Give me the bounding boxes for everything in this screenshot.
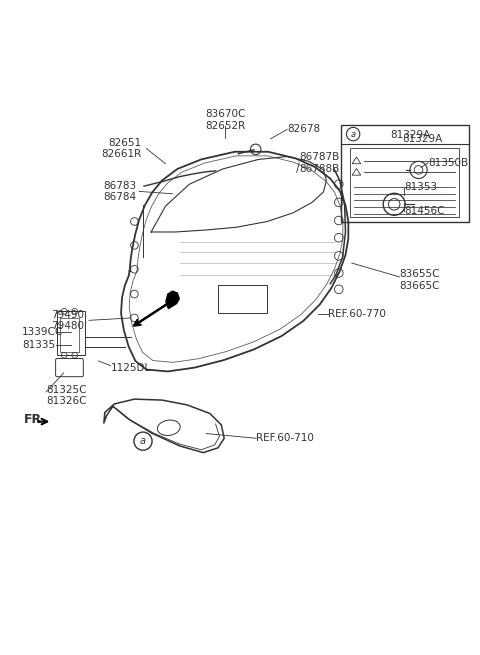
Text: 1125DL: 1125DL bbox=[110, 363, 151, 373]
Text: 86787B
86788B: 86787B 86788B bbox=[299, 152, 339, 174]
Text: 83670C
82652R: 83670C 82652R bbox=[205, 109, 245, 130]
Text: a: a bbox=[140, 436, 146, 446]
Text: 81329A: 81329A bbox=[390, 130, 430, 140]
Text: 81329A: 81329A bbox=[402, 134, 442, 144]
Text: 82651
82661R: 82651 82661R bbox=[101, 138, 142, 159]
Text: 79490
79480: 79490 79480 bbox=[51, 310, 84, 331]
Text: 81350B: 81350B bbox=[428, 158, 468, 168]
Text: REF.60-770: REF.60-770 bbox=[328, 309, 386, 319]
Text: 81456C: 81456C bbox=[404, 206, 445, 215]
Text: REF.60-710: REF.60-710 bbox=[256, 434, 314, 443]
Text: 83655C
83665C: 83655C 83665C bbox=[399, 269, 440, 291]
Bar bbox=[60, 318, 79, 352]
Bar bbox=[350, 149, 459, 217]
Text: 81353: 81353 bbox=[404, 181, 437, 192]
Bar bbox=[341, 124, 468, 223]
Text: 1339CC: 1339CC bbox=[22, 328, 63, 337]
Polygon shape bbox=[166, 291, 180, 309]
Text: 81325C
81326C: 81325C 81326C bbox=[46, 384, 86, 406]
Bar bbox=[57, 311, 85, 355]
Text: a: a bbox=[350, 130, 356, 139]
Text: FR.: FR. bbox=[24, 413, 47, 426]
Text: 82678: 82678 bbox=[287, 124, 320, 134]
Text: 86783
86784: 86783 86784 bbox=[104, 181, 137, 202]
Text: 81335: 81335 bbox=[22, 340, 55, 350]
